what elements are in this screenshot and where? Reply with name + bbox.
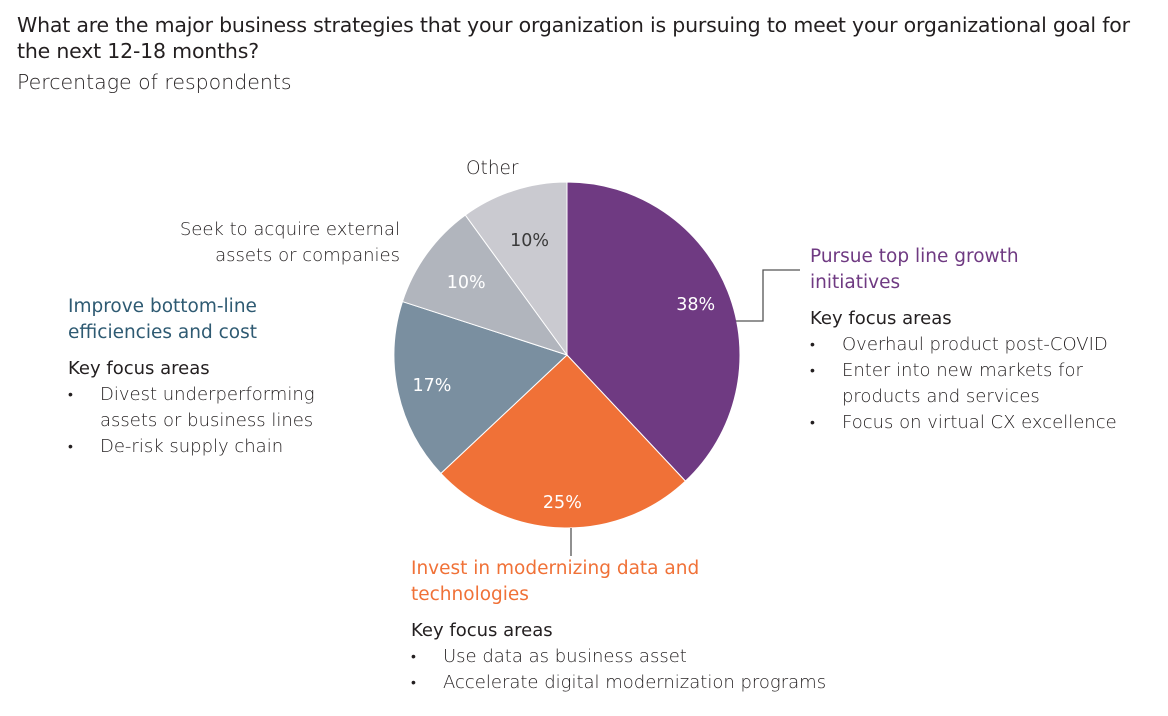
label-acquire-line2: assets or companies [215,245,400,266]
leader-line-growth [736,269,800,322]
bottomline-heading: Improve bottom-line efficiencies and cos… [68,294,368,346]
list-item: Enter into new markets for products and … [810,358,1122,410]
bottomline-kfa-label: Key focus areas [68,358,210,379]
pie-slices [393,181,741,529]
slice-other-pct-label: 10% [510,231,549,251]
growth-heading-line1: Pursue top line growth [810,246,1019,267]
slice-modernize [440,354,687,529]
list-item: Overhaul product post-COVID [810,332,1150,358]
slice-acquire-pct-label: 10% [447,273,486,293]
modernize-kfa-label: Key focus areas [411,620,553,641]
list-item: Focus on virtual CX excellence [810,410,1150,436]
modernize-heading: Invest in modernizing data and technolog… [411,556,891,608]
bottomline-heading-line1: Improve bottom-line [68,296,257,317]
modernize-focus-list: Use data as business asset Accelerate di… [411,644,891,696]
slice-bottomline-pct-label: 17% [412,376,451,396]
list-item: Accelerate digital modernization program… [411,670,891,696]
chart-subtitle: Percentage of respondents [17,70,292,94]
slice-growth [566,181,741,482]
bottomline-heading-line2: efficiencies and cost [68,322,257,343]
label-acquire-line1: Seek to acquire external [179,219,400,240]
modernize-block: Invest in modernizing data and technolog… [411,556,891,696]
slice-growth-pct-label: 38% [676,295,715,315]
list-item: Use data as business asset [411,644,891,670]
modernize-heading-line1: Invest in modernizing data and [411,558,700,579]
list-item: De-risk supply chain [68,434,368,460]
slice-modernize-pct-label: 25% [543,493,582,513]
chart-title: What are the major business strategies t… [17,13,1130,63]
label-other: Other [466,158,519,179]
list-item: Divest underperforming assets or busines… [68,382,340,434]
modernize-heading-line2: technologies [411,584,529,605]
slice-bottomline [393,300,568,475]
bottomline-block: Improve bottom-line efficiencies and cos… [68,294,368,460]
bottomline-focus-list: Divest underperforming assets or busines… [68,382,368,460]
label-acquire: Seek to acquire external assets or compa… [120,217,400,269]
growth-kfa-label: Key focus areas [810,308,952,329]
slice-other [464,181,568,357]
growth-heading: Pursue top line growth initiatives [810,244,1150,296]
growth-heading-line2: initiatives [810,272,901,293]
slice-acquire [401,214,569,356]
growth-block: Pursue top line growth initiatives Key f… [810,244,1150,436]
growth-focus-list: Overhaul product post-COVID Enter into n… [810,332,1150,436]
